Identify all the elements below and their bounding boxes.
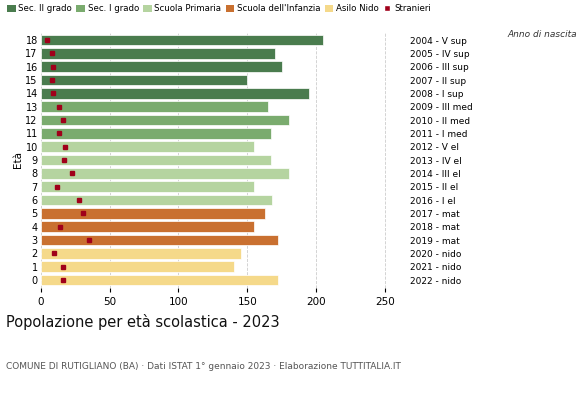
Bar xyxy=(41,168,289,178)
Bar xyxy=(41,182,254,192)
Bar xyxy=(41,128,271,138)
Y-axis label: Età: Età xyxy=(13,152,23,168)
Bar xyxy=(41,48,275,58)
Bar xyxy=(41,208,266,218)
Bar xyxy=(41,62,282,72)
Bar xyxy=(41,248,241,258)
Bar xyxy=(41,88,310,98)
Bar xyxy=(41,155,271,165)
Text: Popolazione per età scolastica - 2023: Popolazione per età scolastica - 2023 xyxy=(6,314,280,330)
Bar xyxy=(41,235,278,245)
Bar xyxy=(41,35,323,45)
Legend: Sec. II grado, Sec. I grado, Scuola Primaria, Scuola dell'Infanzia, Asilo Nido, : Sec. II grado, Sec. I grado, Scuola Prim… xyxy=(7,4,431,13)
Bar xyxy=(41,115,289,125)
Bar xyxy=(41,195,272,205)
Text: COMUNE DI RUTIGLIANO (BA) · Dati ISTAT 1° gennaio 2023 · Elaborazione TUTTITALIA: COMUNE DI RUTIGLIANO (BA) · Dati ISTAT 1… xyxy=(6,362,401,371)
Bar xyxy=(41,75,248,85)
Bar xyxy=(41,262,234,272)
Bar xyxy=(41,222,254,232)
Bar xyxy=(41,142,254,152)
Bar xyxy=(41,275,278,285)
Text: Anno di nascita: Anno di nascita xyxy=(508,30,577,39)
Bar xyxy=(41,102,268,112)
